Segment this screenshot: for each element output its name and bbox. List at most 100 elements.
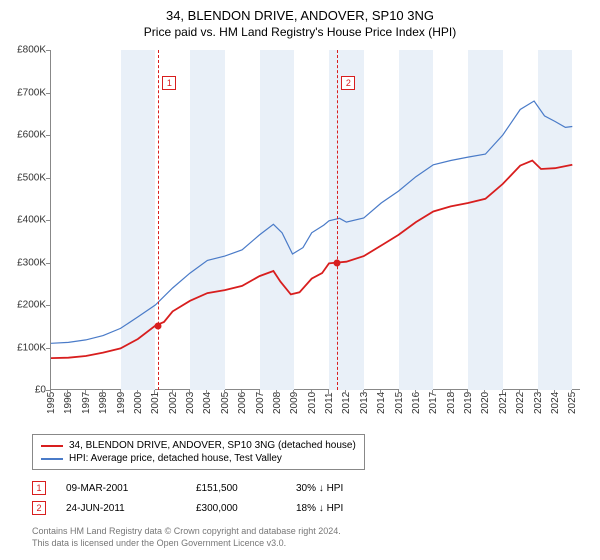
x-tick-label: 2020 [480, 392, 491, 414]
marker-point [155, 322, 162, 329]
plot-area: 12 [50, 50, 580, 390]
transaction-delta: 18% ↓ HPI [296, 503, 343, 514]
transaction-marker: 2 [32, 501, 46, 515]
x-tick-label: 2015 [394, 392, 405, 414]
transaction-row: 1 09-MAR-2001 £151,500 30% ↓ HPI [32, 478, 343, 498]
x-tick-label: 1997 [81, 392, 92, 414]
x-tick [259, 390, 260, 394]
transactions-table: 109-MAR-2001£151,50030% ↓ HPI224-JUN-201… [32, 478, 343, 518]
x-tick [206, 390, 207, 394]
legend-swatch [41, 458, 63, 460]
series-line [51, 161, 572, 359]
x-tick-label: 2017 [428, 392, 439, 414]
marker-label-box: 1 [162, 76, 176, 90]
x-tick [276, 390, 277, 394]
chart-container: 34, BLENDON DRIVE, ANDOVER, SP10 3NG Pri… [0, 0, 600, 560]
x-tick [120, 390, 121, 394]
x-tick [380, 390, 381, 394]
x-tick-label: 2013 [359, 392, 370, 414]
transaction-date: 09-MAR-2001 [66, 483, 176, 494]
x-tick-label: 1996 [63, 392, 74, 414]
line-plot [51, 50, 581, 390]
x-tick-label: 2010 [307, 392, 318, 414]
x-tick [484, 390, 485, 394]
x-tick [519, 390, 520, 394]
x-tick-label: 2009 [289, 392, 300, 414]
footer-line-1: Contains HM Land Registry data © Crown c… [32, 526, 341, 538]
x-tick [102, 390, 103, 394]
legend-item: HPI: Average price, detached house, Test… [41, 452, 356, 465]
x-tick-label: 2011 [324, 392, 335, 414]
y-tick-label: £300K [17, 257, 46, 268]
legend-label: HPI: Average price, detached house, Test… [69, 453, 282, 464]
y-tick-label: £400K [17, 215, 46, 226]
x-tick [467, 390, 468, 394]
transaction-row: 224-JUN-2011£300,00018% ↓ HPI [32, 498, 343, 518]
footer-line-2: This data is licensed under the Open Gov… [32, 538, 341, 550]
marker-point [334, 259, 341, 266]
y-tick-label: £0 [35, 385, 46, 396]
x-tick [85, 390, 86, 394]
x-tick [328, 390, 329, 394]
transaction-marker: 1 [32, 481, 46, 495]
x-tick [154, 390, 155, 394]
footer-attribution: Contains HM Land Registry data © Crown c… [32, 526, 341, 549]
legend-item: 34, BLENDON DRIVE, ANDOVER, SP10 3NG (de… [41, 439, 356, 452]
x-tick [345, 390, 346, 394]
legend: 34, BLENDON DRIVE, ANDOVER, SP10 3NG (de… [32, 434, 365, 470]
x-tick-label: 2025 [567, 392, 578, 414]
x-tick-label: 2014 [376, 392, 387, 414]
x-tick [571, 390, 572, 394]
x-tick [293, 390, 294, 394]
x-tick-label: 2006 [237, 392, 248, 414]
x-tick-label: 2007 [255, 392, 266, 414]
x-tick [172, 390, 173, 394]
y-tick-label: £200K [17, 300, 46, 311]
x-tick [502, 390, 503, 394]
x-tick-label: 2008 [272, 392, 283, 414]
x-tick-label: 2023 [533, 392, 544, 414]
x-tick [311, 390, 312, 394]
legend-swatch [41, 445, 63, 447]
x-tick-label: 2021 [498, 392, 509, 414]
x-tick [450, 390, 451, 394]
marker-label-box: 2 [341, 76, 355, 90]
x-tick-label: 2003 [185, 392, 196, 414]
x-tick-label: 1999 [116, 392, 127, 414]
x-tick [189, 390, 190, 394]
series-line [51, 101, 572, 343]
x-tick-label: 2022 [515, 392, 526, 414]
x-tick-label: 2016 [411, 392, 422, 414]
x-tick [398, 390, 399, 394]
x-tick [363, 390, 364, 394]
x-tick [67, 390, 68, 394]
x-tick [50, 390, 51, 394]
transaction-price: £151,500 [196, 483, 276, 494]
y-tick-label: £700K [17, 87, 46, 98]
x-tick-label: 2000 [133, 392, 144, 414]
x-tick-label: 2024 [550, 392, 561, 414]
x-tick-label: 2001 [150, 392, 161, 414]
x-tick-label: 2019 [463, 392, 474, 414]
marker-vline [158, 50, 159, 390]
y-tick-label: £600K [17, 130, 46, 141]
x-tick-label: 2004 [202, 392, 213, 414]
x-tick-label: 1998 [98, 392, 109, 414]
x-tick-label: 2002 [168, 392, 179, 414]
x-tick [137, 390, 138, 394]
x-tick [554, 390, 555, 394]
x-tick [537, 390, 538, 394]
x-tick [432, 390, 433, 394]
x-tick-label: 2012 [341, 392, 352, 414]
transaction-delta: 30% ↓ HPI [296, 483, 343, 494]
x-tick [241, 390, 242, 394]
y-tick-label: £100K [17, 342, 46, 353]
y-tick-label: £500K [17, 172, 46, 183]
legend-label: 34, BLENDON DRIVE, ANDOVER, SP10 3NG (de… [69, 440, 356, 451]
x-tick [415, 390, 416, 394]
marker-vline [337, 50, 338, 390]
x-tick [224, 390, 225, 394]
chart-subtitle: Price paid vs. HM Land Registry's House … [0, 23, 600, 45]
x-tick-label: 1995 [46, 392, 57, 414]
transaction-price: £300,000 [196, 503, 276, 514]
